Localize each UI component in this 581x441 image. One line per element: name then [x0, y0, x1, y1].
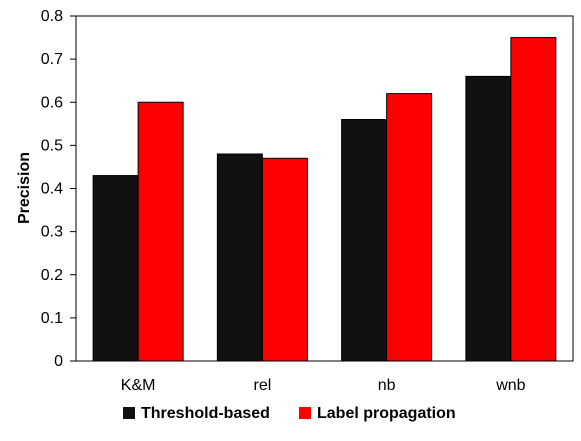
- bar: [386, 93, 433, 362]
- legend-label: Label propagation: [317, 405, 456, 422]
- y-tick-label: 0.7: [41, 51, 63, 68]
- bar: [216, 153, 263, 362]
- legend-label: Threshold-based: [141, 405, 270, 422]
- y-tick-label: 0.5: [41, 137, 63, 154]
- y-tick-label: 0.3: [41, 224, 63, 241]
- y-tick-label: 0.4: [41, 181, 63, 198]
- x-category-label: wnb: [495, 377, 525, 394]
- legend-swatch: [123, 407, 135, 419]
- bar: [510, 37, 557, 362]
- bar: [261, 157, 308, 362]
- axes: 0 0.1 0.2 0.3 0.4 0.5 0.6 0.7 0.8 K&M rel nb wnb: [41, 8, 574, 394]
- legend: Threshold-based Label propagation: [123, 405, 456, 422]
- bars: [92, 37, 557, 362]
- y-axis-label: Precision: [16, 152, 33, 224]
- y-tick-label: 0.8: [41, 8, 63, 25]
- x-category-label: nb: [378, 377, 396, 394]
- bar: [341, 119, 388, 362]
- x-category-label: K&M: [121, 377, 156, 394]
- y-tick-label: 0: [54, 353, 63, 370]
- x-category-label: rel: [253, 377, 271, 394]
- bar: [465, 75, 512, 362]
- bar: [92, 175, 139, 362]
- y-tick-label: 0.2: [41, 267, 63, 284]
- y-tick-label: 0.6: [41, 94, 63, 111]
- bar: [137, 101, 184, 362]
- y-tick-label: 0.1: [41, 310, 63, 327]
- legend-swatch: [299, 407, 311, 419]
